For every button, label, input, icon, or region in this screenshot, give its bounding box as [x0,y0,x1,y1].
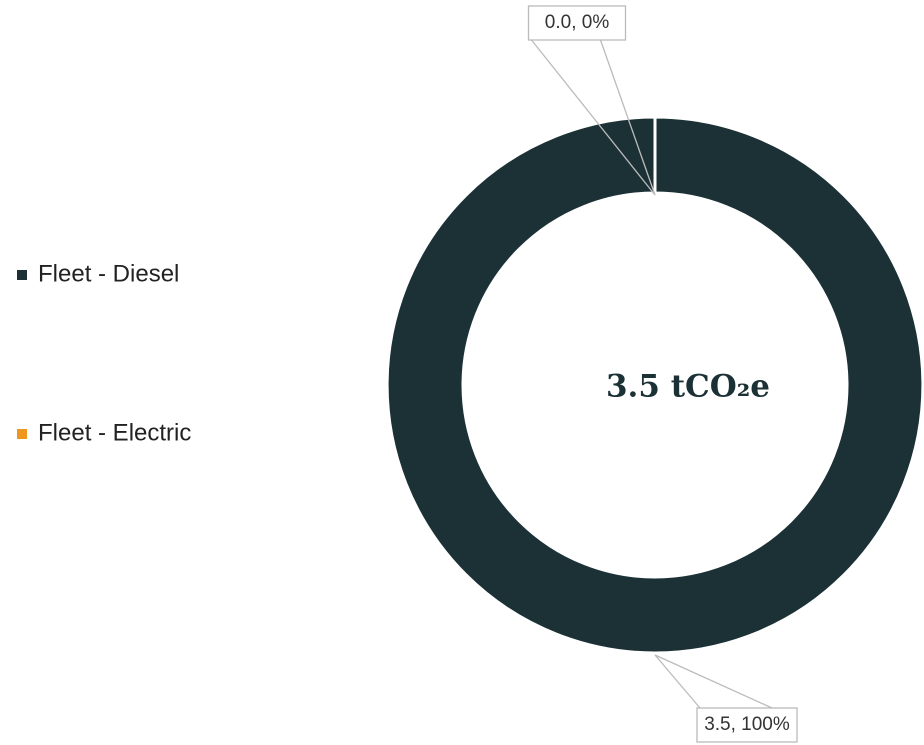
data-label: 0.0, 0% [545,12,610,33]
label-box [527,5,627,41]
legend-swatch [17,429,27,439]
data-label: 3.5, 100% [704,714,790,735]
slice [385,115,924,655]
leader-line [654,654,773,709]
legend-label: Fleet - Diesel [38,260,179,287]
label-box [696,707,798,743]
legend-label: Fleet - Electric [38,419,191,446]
center-label: 3.5 tCO₂e [606,369,770,405]
leader-line [530,39,656,196]
legend-swatch [17,270,27,280]
